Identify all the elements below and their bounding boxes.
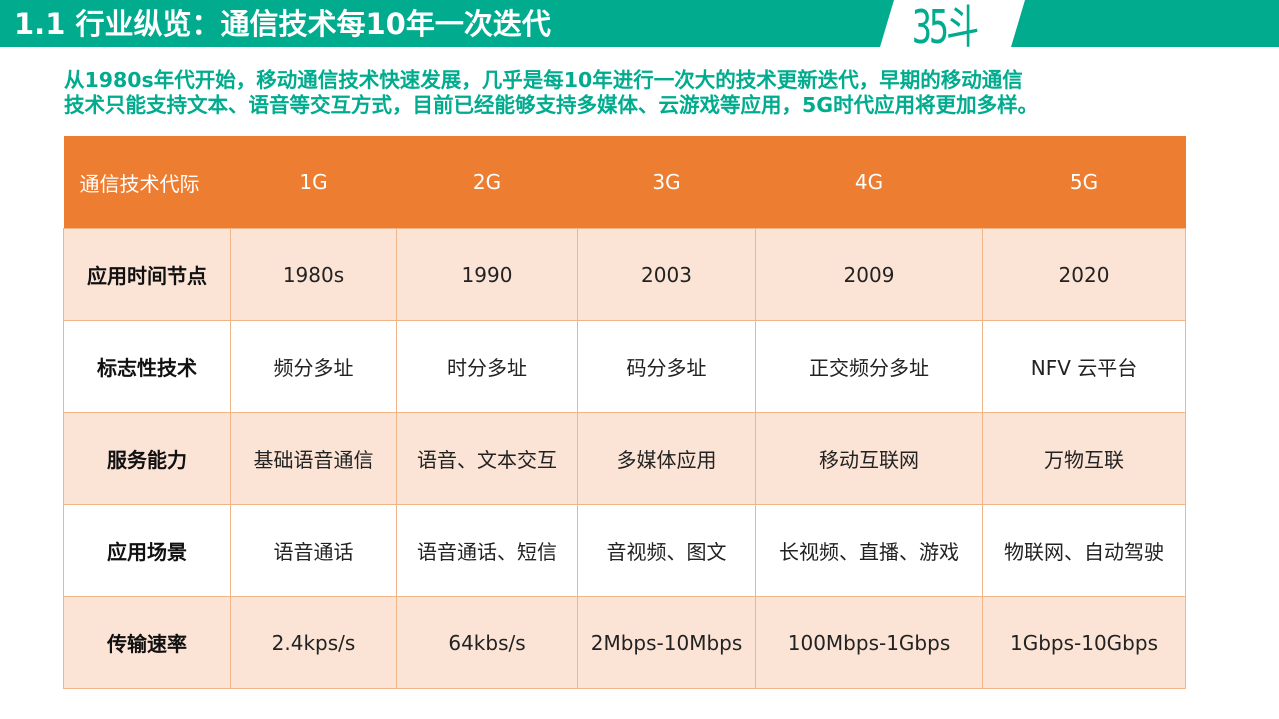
table-cell: 时分多址 bbox=[396, 320, 578, 413]
intro-line-1: 从1980s年代开始，移动通信技术快速发展，几乎是每10年进行一次大的技术更新迭… bbox=[64, 68, 1023, 92]
column-header: 通信技术代际 bbox=[63, 136, 231, 229]
table-row: 传输速率 2.4kps/s 64kbs/s 2Mbps-10Mbps 100Mb… bbox=[63, 596, 1186, 689]
table-row: 服务能力 基础语音通信 语音、文本交互 多媒体应用 移动互联网 万物互联 bbox=[63, 412, 1186, 505]
intro-paragraph: 从1980s年代开始，移动通信技术快速发展，几乎是每10年进行一次大的技术更新迭… bbox=[64, 68, 1264, 118]
column-header: 4G bbox=[755, 136, 983, 229]
table-cell: 万物互联 bbox=[982, 412, 1186, 505]
table-cell: 语音通话、短信 bbox=[396, 504, 578, 597]
table-cell: 2009 bbox=[755, 228, 983, 321]
table-cell: 语音、文本交互 bbox=[396, 412, 578, 505]
table-cell: 移动互联网 bbox=[755, 412, 983, 505]
title-bar bbox=[0, 0, 1279, 47]
table-cell: 多媒体应用 bbox=[577, 412, 756, 505]
table-cell: 100Mbps-1Gbps bbox=[755, 596, 983, 689]
table-cell: 长视频、直播、游戏 bbox=[755, 504, 983, 597]
table-cell: 2003 bbox=[577, 228, 756, 321]
table-cell: 正交频分多址 bbox=[755, 320, 983, 413]
row-header: 服务能力 bbox=[63, 412, 231, 505]
table-cell: 1980s bbox=[230, 228, 397, 321]
generation-comparison-table: 通信技术代际 1G 2G 3G 4G 5G 应用时间节点 1980s 1990 … bbox=[63, 136, 1186, 689]
table-header-row: 通信技术代际 1G 2G 3G 4G 5G bbox=[63, 136, 1186, 229]
column-header: 2G bbox=[396, 136, 578, 229]
table-row: 应用场景 语音通话 语音通话、短信 音视频、图文 长视频、直播、游戏 物联网、自… bbox=[63, 504, 1186, 597]
column-header: 3G bbox=[577, 136, 756, 229]
table-cell: 64kbs/s bbox=[396, 596, 578, 689]
table-cell: 2020 bbox=[982, 228, 1186, 321]
table-row: 应用时间节点 1980s 1990 2003 2009 2020 bbox=[63, 228, 1186, 321]
table-cell: 2Mbps-10Mbps bbox=[577, 596, 756, 689]
table-cell: 基础语音通信 bbox=[230, 412, 397, 505]
table-cell: 音视频、图文 bbox=[577, 504, 756, 597]
table-cell: 2.4kps/s bbox=[230, 596, 397, 689]
table-cell: 1990 bbox=[396, 228, 578, 321]
table-cell: 语音通话 bbox=[230, 504, 397, 597]
table-row: 标志性技术 频分多址 时分多址 码分多址 正交频分多址 NFV 云平台 bbox=[63, 320, 1186, 413]
table-cell: 频分多址 bbox=[230, 320, 397, 413]
row-header: 传输速率 bbox=[63, 596, 231, 689]
row-header: 应用时间节点 bbox=[63, 228, 231, 321]
table-cell: 物联网、自动驾驶 bbox=[982, 504, 1186, 597]
row-header: 标志性技术 bbox=[63, 320, 231, 413]
table-cell: 1Gbps-10Gbps bbox=[982, 596, 1186, 689]
column-header: 1G bbox=[230, 136, 397, 229]
brand-logo: 35斗 bbox=[912, 0, 979, 54]
table-cell: 码分多址 bbox=[577, 320, 756, 413]
intro-line-2: 技术只能支持文本、语音等交互方式，目前已经能够支持多媒体、云游戏等应用，5G时代… bbox=[64, 93, 1039, 117]
page-title: 1.1 行业纵览：通信技术每10年一次迭代 bbox=[14, 7, 551, 41]
logo-slash-background bbox=[880, 0, 1025, 47]
row-header: 应用场景 bbox=[63, 504, 231, 597]
column-header: 5G bbox=[982, 136, 1186, 229]
table-cell: NFV 云平台 bbox=[982, 320, 1186, 413]
